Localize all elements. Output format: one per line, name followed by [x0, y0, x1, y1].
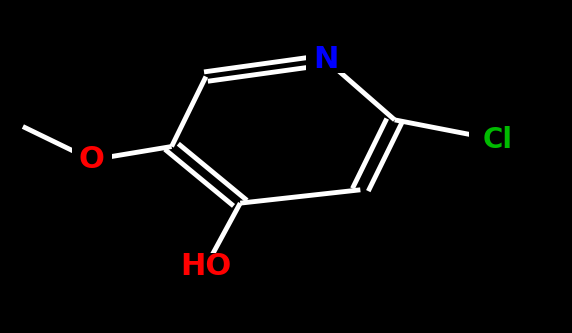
Text: Cl: Cl	[483, 126, 513, 154]
Text: N: N	[313, 45, 339, 75]
Text: HO: HO	[180, 252, 232, 281]
FancyBboxPatch shape	[469, 127, 526, 153]
FancyBboxPatch shape	[177, 253, 235, 280]
FancyBboxPatch shape	[306, 47, 346, 73]
Text: O: O	[78, 145, 105, 174]
FancyBboxPatch shape	[72, 147, 112, 173]
